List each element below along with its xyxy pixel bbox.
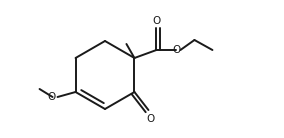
Text: O: O — [47, 92, 56, 102]
Text: O: O — [172, 45, 181, 55]
Text: O: O — [146, 114, 154, 124]
Text: O: O — [152, 16, 160, 26]
